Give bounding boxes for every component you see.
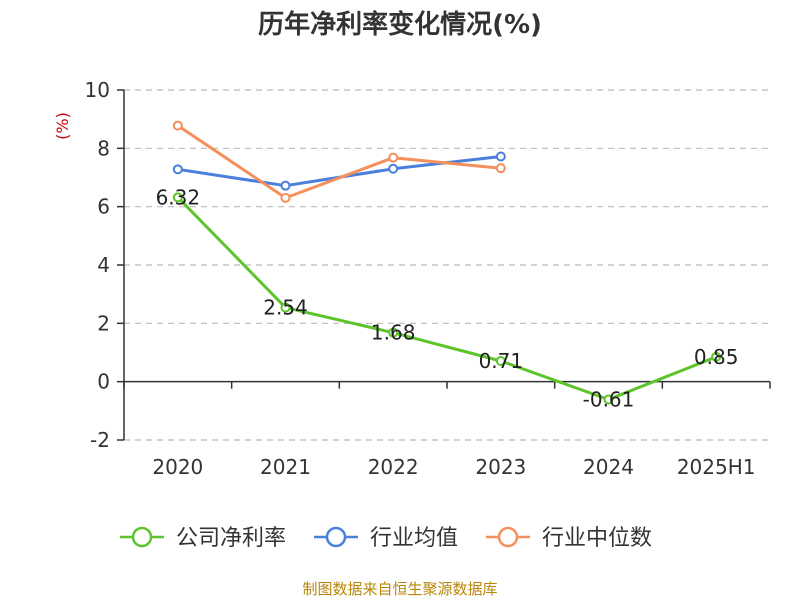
x-tick-label: 2022	[368, 455, 419, 479]
x-tick-label: 2025H1	[677, 455, 756, 479]
y-tick-label: 10	[85, 78, 110, 102]
series-point-0	[711, 351, 722, 362]
y-tick-label: 8	[97, 136, 110, 160]
data-label: 0.71	[479, 349, 524, 373]
source-note: 制图数据来自恒生聚源数据库	[302, 580, 497, 598]
data-label: 6.32	[156, 185, 201, 209]
legend-marker	[325, 526, 347, 548]
grid-lines	[124, 89, 770, 441]
series-point-2	[172, 120, 183, 131]
x-tick-label: 2024	[583, 455, 634, 479]
y-tick-label: 6	[97, 195, 110, 219]
legend-marker	[131, 526, 153, 548]
legend: 公司净利率 行业均值 行业中位数	[120, 526, 652, 551]
legend-label: 行业均值	[370, 526, 458, 551]
series-line-1	[177, 155, 501, 188]
series-point-1	[388, 163, 399, 174]
x-tick-labels: 2020 2021 2022 2023 2024 2025H1	[152, 455, 755, 479]
legend-marker	[497, 526, 519, 548]
axes	[117, 89, 771, 441]
x-tick-label: 2020	[152, 455, 203, 479]
series-point-1	[280, 180, 291, 191]
series-point-0	[280, 302, 291, 313]
y-axis-unit: (%)	[53, 112, 72, 140]
y-tick-label: 4	[97, 253, 110, 277]
series-point-0	[495, 355, 506, 366]
data-label: 2.54	[263, 296, 308, 320]
y-tick-labels: -2 0 2 4 6 8 10	[85, 78, 110, 452]
data-labels: 6.32 2.54 1.68 0.71 -0.61 0.85	[156, 185, 739, 411]
series-point-1	[172, 164, 183, 175]
y-tick-label: -2	[90, 428, 110, 452]
chart-title: 历年净利率变化情况(%)	[258, 9, 542, 40]
data-label: 1.68	[371, 321, 416, 345]
x-tick-label: 2023	[475, 455, 526, 479]
series-points	[172, 120, 722, 405]
x-tick-label: 2021	[260, 455, 311, 479]
data-label: -0.61	[583, 387, 635, 411]
series-point-0	[172, 192, 183, 203]
series-point-2	[280, 192, 291, 203]
series-lines	[176, 124, 717, 401]
y-tick-label: 2	[97, 311, 110, 335]
series-point-2	[495, 163, 506, 174]
series-point-1	[495, 151, 506, 162]
y-tick-label: 0	[97, 370, 110, 394]
legend-label: 行业中位数	[542, 526, 652, 551]
data-label: 0.85	[694, 345, 739, 369]
series-point-2	[388, 152, 399, 163]
series-point-0	[603, 394, 614, 405]
series-line-2	[176, 124, 501, 200]
series-point-0	[388, 327, 399, 338]
series-line-0	[176, 196, 717, 401]
legend-label: 公司净利率	[176, 526, 286, 551]
